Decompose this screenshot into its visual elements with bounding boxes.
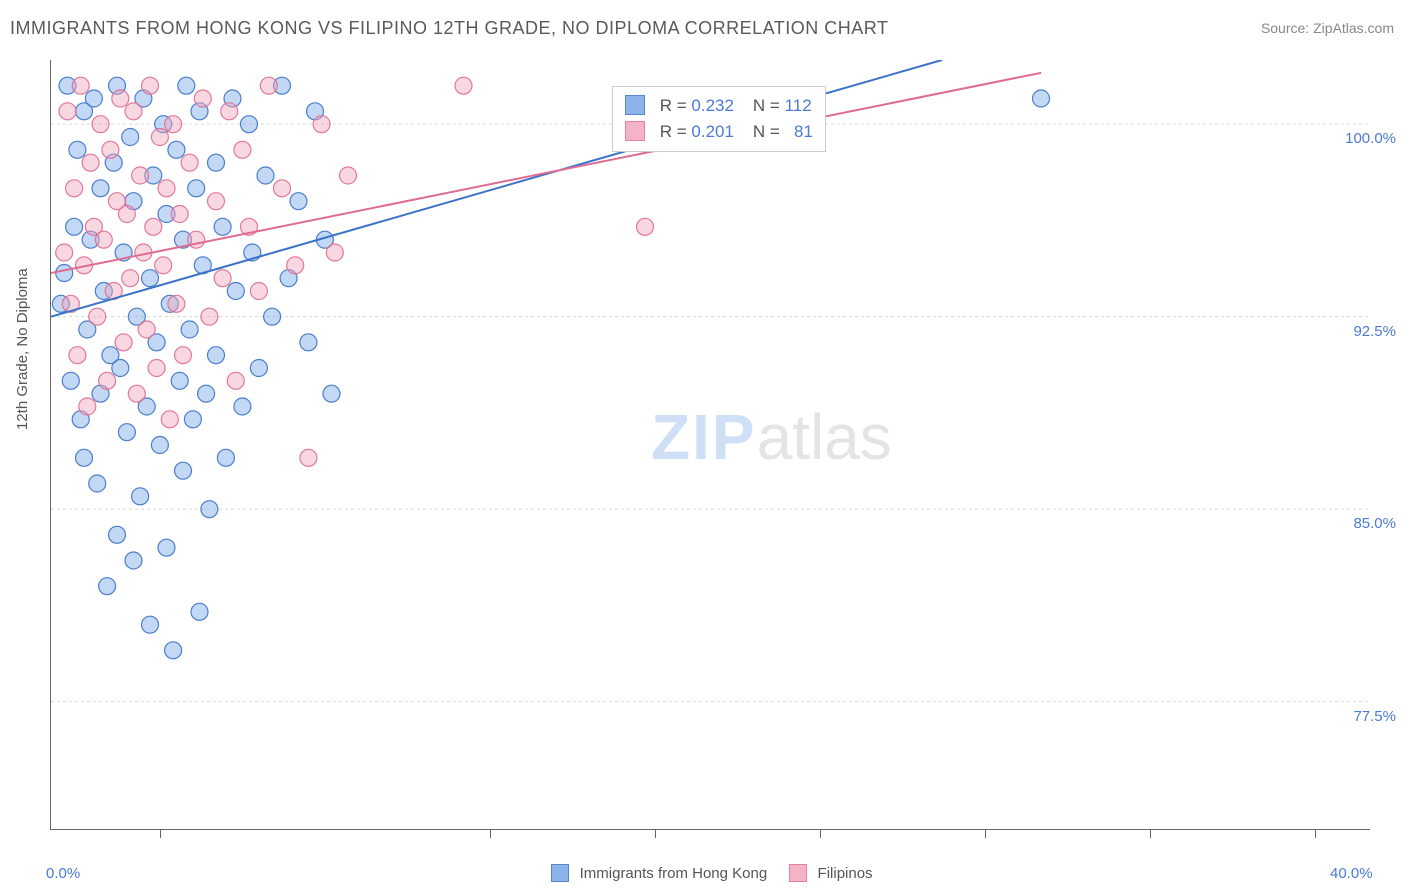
eq: = bbox=[770, 96, 780, 115]
source-name: ZipAtlas.com bbox=[1313, 20, 1394, 36]
y-tick-label: 100.0% bbox=[1345, 130, 1396, 147]
eq: = bbox=[677, 96, 687, 115]
n-value-filipino: 81 bbox=[794, 122, 813, 141]
eq: = bbox=[770, 122, 780, 141]
r-value-hongkong: 0.232 bbox=[691, 96, 734, 115]
swatch-filipino-icon bbox=[625, 121, 645, 141]
scatter-plot-area: ZIPatlas R = 0.232 N = 112 R = 0.201 N =… bbox=[50, 60, 1370, 830]
r-label: R bbox=[660, 122, 672, 141]
legend-label-filipino: Filipinos bbox=[818, 865, 873, 882]
plot-svg bbox=[51, 60, 1371, 830]
y-tick-label: 77.5% bbox=[1353, 708, 1396, 725]
legend-swatch-hongkong-icon bbox=[551, 864, 569, 882]
y-tick-label: 92.5% bbox=[1353, 323, 1396, 340]
x-tick-mark bbox=[160, 830, 161, 838]
source-prefix: Source: bbox=[1261, 20, 1313, 36]
chart-title: IMMIGRANTS FROM HONG KONG VS FILIPINO 12… bbox=[10, 18, 888, 39]
y-axis-label: 12th Grade, No Diploma bbox=[14, 268, 31, 430]
x-tick-mark bbox=[1150, 830, 1151, 838]
x-tick-mark bbox=[985, 830, 986, 838]
x-tick-label-max: 40.0% bbox=[1330, 865, 1373, 882]
stats-row-hongkong: R = 0.232 N = 112 bbox=[625, 93, 813, 119]
n-label: N bbox=[753, 122, 765, 141]
x-tick-label-min: 0.0% bbox=[46, 865, 80, 882]
correlation-stats-box: R = 0.232 N = 112 R = 0.201 N = 81 bbox=[612, 86, 826, 152]
x-tick-mark bbox=[655, 830, 656, 838]
x-tick-mark bbox=[820, 830, 821, 838]
legend-label-hongkong: Immigrants from Hong Kong bbox=[580, 865, 768, 882]
legend-bottom: Immigrants from Hong Kong Filipinos bbox=[0, 864, 1406, 882]
n-value-hongkong: 112 bbox=[785, 96, 812, 115]
swatch-hongkong-icon bbox=[625, 95, 645, 115]
x-tick-mark bbox=[1315, 830, 1316, 838]
y-tick-label: 85.0% bbox=[1353, 515, 1396, 532]
eq: = bbox=[677, 122, 687, 141]
source-attribution: Source: ZipAtlas.com bbox=[1261, 20, 1394, 36]
r-value-filipino: 0.201 bbox=[691, 122, 734, 141]
legend-swatch-filipino-icon bbox=[789, 864, 807, 882]
n-label: N bbox=[753, 96, 765, 115]
x-tick-mark bbox=[490, 830, 491, 838]
stats-row-filipino: R = 0.201 N = 81 bbox=[625, 119, 813, 145]
r-label: R bbox=[660, 96, 672, 115]
